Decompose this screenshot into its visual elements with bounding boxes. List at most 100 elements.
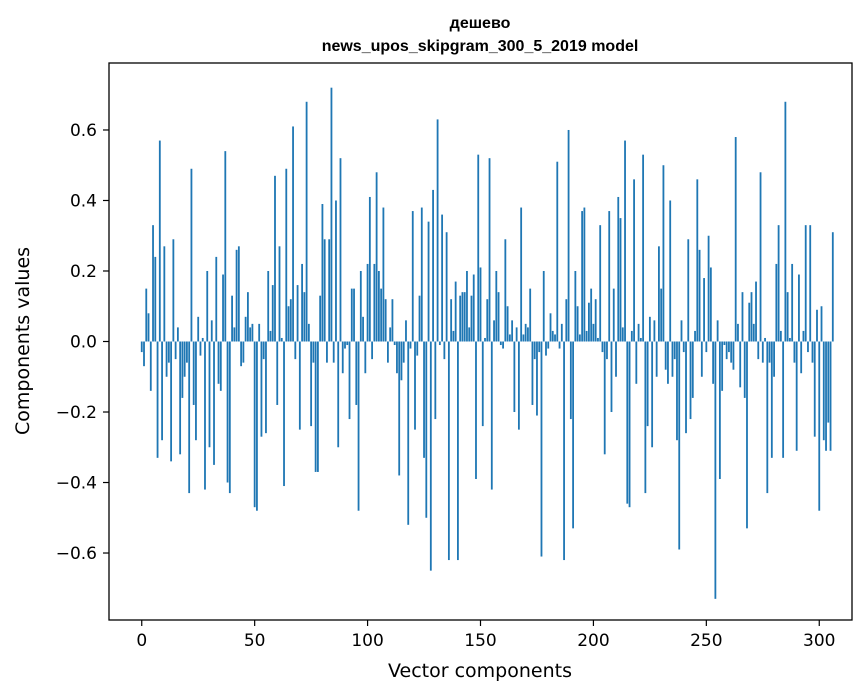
bar-241 bbox=[685, 341, 687, 434]
bar-24 bbox=[195, 341, 197, 441]
bar-102 bbox=[371, 341, 374, 360]
bar-231 bbox=[662, 165, 665, 342]
bar-148 bbox=[475, 341, 477, 479]
bar-21 bbox=[188, 341, 191, 494]
bar-22 bbox=[190, 168, 193, 342]
bar-272 bbox=[755, 281, 757, 342]
bar-135 bbox=[445, 232, 448, 342]
bar-208 bbox=[610, 341, 613, 413]
bar-156 bbox=[493, 320, 495, 342]
bar-189 bbox=[567, 129, 570, 342]
bar-286 bbox=[786, 292, 789, 342]
y-tick-label: −0.2 bbox=[56, 403, 97, 423]
bar-218 bbox=[633, 179, 635, 342]
bar-207 bbox=[608, 211, 611, 342]
bar-246 bbox=[696, 179, 699, 342]
bar-139 bbox=[454, 281, 457, 342]
bar-201 bbox=[594, 299, 597, 342]
bar-238 bbox=[678, 341, 681, 550]
bar-274 bbox=[759, 172, 762, 342]
bar-306 bbox=[831, 232, 834, 342]
bar-223 bbox=[644, 341, 647, 494]
bar-187 bbox=[563, 341, 565, 561]
bar-197 bbox=[585, 330, 588, 342]
bar-277 bbox=[766, 341, 769, 494]
bar-52 bbox=[258, 323, 261, 342]
bar-70 bbox=[298, 341, 301, 430]
bar-39 bbox=[228, 341, 231, 494]
bar-18 bbox=[181, 341, 184, 398]
bar-199 bbox=[590, 288, 593, 342]
bar-165 bbox=[513, 341, 516, 413]
bar-236 bbox=[673, 341, 676, 360]
bar-220 bbox=[637, 323, 640, 342]
bar-260 bbox=[728, 341, 730, 353]
bar-193 bbox=[576, 306, 579, 342]
bar-72 bbox=[303, 292, 306, 342]
bar-11 bbox=[165, 341, 168, 377]
bar-294 bbox=[804, 225, 807, 342]
bar-159 bbox=[499, 341, 502, 346]
bar-56 bbox=[267, 270, 270, 342]
bar-243 bbox=[689, 341, 692, 420]
bar-292 bbox=[800, 341, 803, 374]
bar-247 bbox=[698, 249, 701, 342]
bar-110 bbox=[389, 327, 392, 342]
bar-249 bbox=[703, 278, 705, 342]
bar-118 bbox=[407, 341, 410, 525]
bar-41 bbox=[233, 327, 236, 342]
bar-287 bbox=[788, 337, 791, 342]
bar-100 bbox=[366, 263, 369, 342]
bar-89 bbox=[341, 341, 344, 374]
bar-297 bbox=[811, 341, 814, 363]
bar-33 bbox=[215, 256, 218, 342]
bar-95 bbox=[355, 341, 358, 405]
bar-111 bbox=[391, 299, 394, 342]
bar-304 bbox=[827, 341, 830, 423]
bar-265 bbox=[739, 341, 742, 388]
bar-190 bbox=[569, 341, 572, 420]
bar-126 bbox=[425, 341, 428, 518]
bar-183 bbox=[554, 334, 556, 342]
bar-85 bbox=[332, 341, 335, 363]
bar-298 bbox=[813, 341, 816, 437]
bar-49 bbox=[251, 323, 254, 342]
bar-140 bbox=[457, 341, 459, 561]
bar-255 bbox=[716, 320, 719, 342]
bar-181 bbox=[549, 313, 552, 342]
bar-93 bbox=[350, 288, 353, 342]
bar-264 bbox=[737, 323, 739, 342]
bar-76 bbox=[312, 341, 315, 363]
bar-23 bbox=[192, 341, 195, 405]
bar-237 bbox=[676, 341, 678, 441]
bar-64 bbox=[285, 168, 288, 342]
bar-283 bbox=[779, 330, 782, 342]
bar-99 bbox=[364, 341, 367, 374]
bar-37 bbox=[224, 151, 227, 342]
bar-5 bbox=[152, 225, 154, 342]
y-tick-label: −0.4 bbox=[56, 474, 97, 494]
bar-97 bbox=[359, 270, 362, 342]
chart-title-model: news_upos_skipgram_300_5_2019 model bbox=[322, 38, 639, 55]
bar-63 bbox=[283, 341, 285, 487]
bar-164 bbox=[511, 320, 514, 342]
bar-77 bbox=[314, 341, 317, 472]
bar-46 bbox=[244, 316, 247, 342]
bar-284 bbox=[782, 341, 785, 458]
bar-25 bbox=[197, 316, 200, 342]
bar-67 bbox=[292, 126, 294, 342]
bar-60 bbox=[276, 341, 279, 405]
bar-61 bbox=[278, 246, 281, 342]
bar-285 bbox=[784, 101, 787, 342]
bar-172 bbox=[529, 288, 532, 342]
bar-51 bbox=[256, 341, 258, 511]
bar-69 bbox=[296, 285, 299, 342]
bar-195 bbox=[581, 211, 584, 342]
bar-191 bbox=[572, 341, 574, 529]
bar-10 bbox=[163, 246, 166, 342]
bar-299 bbox=[816, 309, 818, 342]
bar-203 bbox=[599, 225, 602, 342]
bar-205 bbox=[603, 341, 606, 455]
bar-120 bbox=[411, 211, 414, 342]
